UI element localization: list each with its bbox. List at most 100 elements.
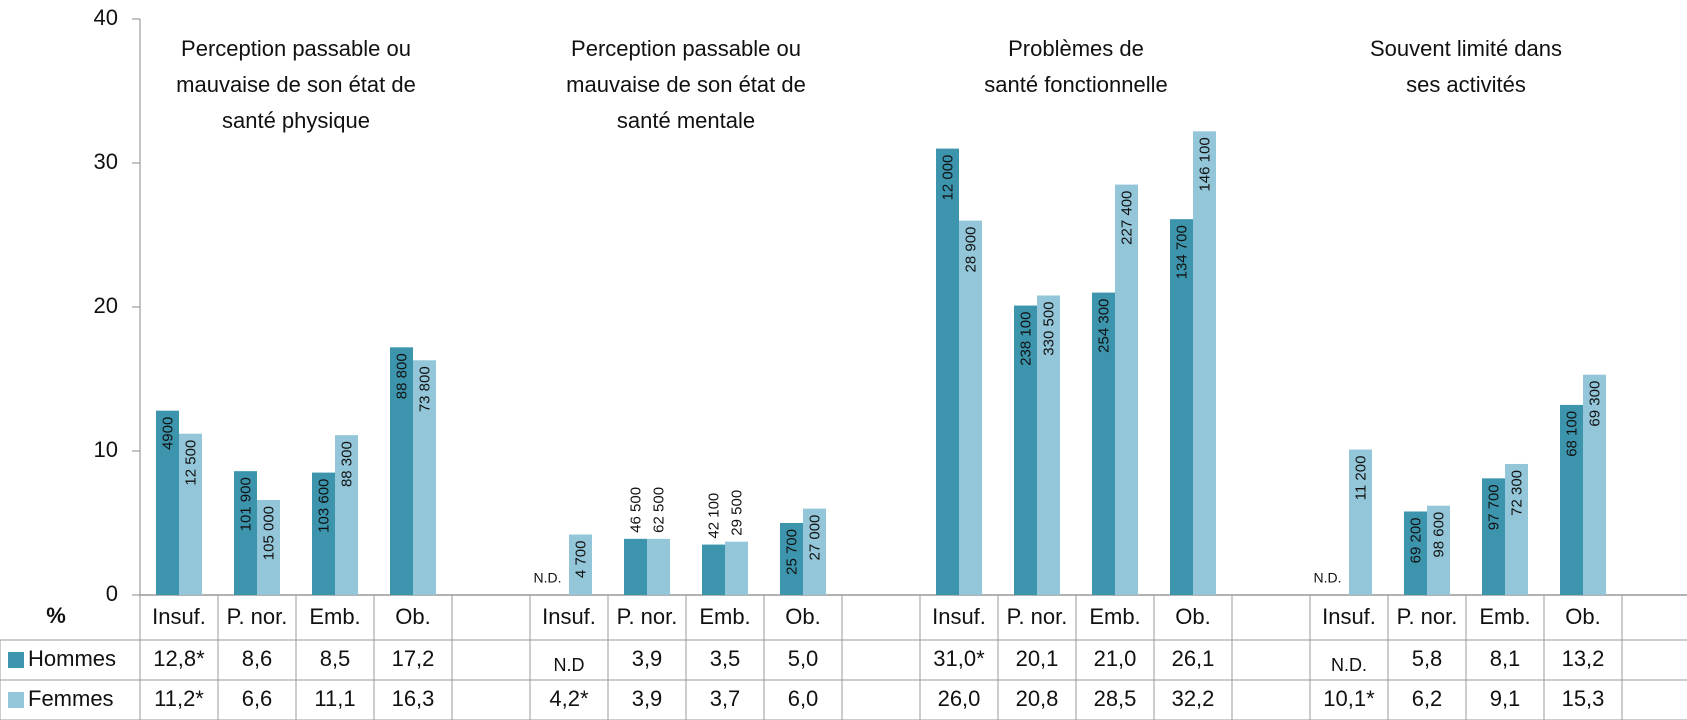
x-tick-label: Emb. bbox=[1089, 604, 1140, 629]
x-tick-label: Insuf. bbox=[152, 604, 206, 629]
y-tick-label: 10 bbox=[94, 437, 118, 462]
bar bbox=[569, 534, 592, 595]
bar bbox=[257, 499, 280, 595]
bar bbox=[1560, 404, 1583, 595]
bar bbox=[179, 433, 202, 595]
x-tick-label: Insuf. bbox=[542, 604, 596, 629]
table-value: 10,1* bbox=[1323, 686, 1375, 711]
bar bbox=[1115, 184, 1138, 595]
bar-label: N.D. bbox=[534, 570, 562, 586]
bar-label: 97 700 bbox=[1485, 484, 1502, 530]
bar bbox=[390, 347, 413, 595]
table-value: 3,9 bbox=[632, 686, 663, 711]
table-value: 17,2 bbox=[392, 646, 435, 671]
bar bbox=[936, 148, 959, 595]
table-value: 20,8 bbox=[1016, 686, 1059, 711]
group-title: santé mentale bbox=[617, 108, 755, 133]
bar-label: 4900 bbox=[159, 417, 176, 450]
table-value: 28,5 bbox=[1094, 686, 1137, 711]
bar bbox=[312, 472, 335, 595]
group-title: Perception passable ou bbox=[181, 36, 411, 61]
bar bbox=[1583, 374, 1606, 595]
bar-label: 42 100 bbox=[705, 493, 722, 539]
group-title: mauvaise de son état de bbox=[566, 72, 806, 97]
table-value: 5,8 bbox=[1412, 646, 1443, 671]
bar-label: 46 500 bbox=[627, 487, 644, 533]
bar-label: 69 200 bbox=[1407, 517, 1424, 563]
bar-label: 88 300 bbox=[338, 441, 355, 487]
bar bbox=[413, 360, 436, 595]
group-title: santé fonctionnelle bbox=[984, 72, 1167, 97]
bar-label: 62 500 bbox=[650, 487, 667, 533]
bar bbox=[1037, 295, 1060, 595]
table-value: 8,1 bbox=[1490, 646, 1521, 671]
x-tick-label: P. nor. bbox=[1397, 604, 1458, 629]
x-tick-label: Emb. bbox=[1479, 604, 1530, 629]
bar-label: 29 500 bbox=[728, 490, 745, 536]
bar bbox=[156, 410, 179, 595]
bar-label: 69 300 bbox=[1586, 381, 1603, 427]
x-tick-label: Ob. bbox=[395, 604, 430, 629]
table-value: 8,6 bbox=[242, 646, 273, 671]
y-tick-label: 40 bbox=[94, 5, 118, 30]
bar-label: 12 000 bbox=[939, 155, 956, 201]
table-value: 4,2* bbox=[549, 686, 589, 711]
bar-label: 101 900 bbox=[237, 477, 254, 531]
x-tick-label: Ob. bbox=[785, 604, 820, 629]
table-value: 9,1 bbox=[1490, 686, 1521, 711]
bar bbox=[1482, 478, 1505, 595]
bar-label: 4 700 bbox=[572, 541, 589, 579]
bar bbox=[1014, 305, 1037, 595]
bar-label: 68 100 bbox=[1563, 411, 1580, 457]
legend-swatch bbox=[8, 652, 24, 668]
y-tick-label: 30 bbox=[94, 149, 118, 174]
table-value: 15,3 bbox=[1562, 686, 1605, 711]
group-title: mauvaise de son état de bbox=[176, 72, 416, 97]
bar bbox=[624, 538, 647, 595]
group-title: ses activités bbox=[1406, 72, 1526, 97]
group-title: Souvent limité dans bbox=[1370, 36, 1562, 61]
x-tick-label: Ob. bbox=[1565, 604, 1600, 629]
x-tick-label: Insuf. bbox=[1322, 604, 1376, 629]
x-tick-label: Emb. bbox=[309, 604, 360, 629]
table-value: 11,2* bbox=[154, 686, 204, 711]
bar bbox=[1404, 511, 1427, 595]
table-value: 21,0 bbox=[1094, 646, 1137, 671]
bar-label: 98 600 bbox=[1430, 512, 1447, 558]
bar-label: 238 100 bbox=[1017, 312, 1034, 366]
x-tick-label: Insuf. bbox=[932, 604, 986, 629]
bar bbox=[335, 435, 358, 595]
bar bbox=[1505, 463, 1528, 595]
group-title: Perception passable ou bbox=[571, 36, 801, 61]
bar bbox=[702, 544, 725, 595]
table-value: 26,1 bbox=[1172, 646, 1215, 671]
table-value: 3,5 bbox=[710, 646, 741, 671]
bar-label: 227 400 bbox=[1118, 191, 1135, 245]
bar-label: 103 600 bbox=[315, 479, 332, 533]
table-value: 8,5 bbox=[320, 646, 351, 671]
table-value: 5,0 bbox=[788, 646, 819, 671]
table-value: 31,0* bbox=[933, 646, 985, 671]
bar-label: 146 100 bbox=[1196, 137, 1213, 191]
x-tick-label: Ob. bbox=[1175, 604, 1210, 629]
bar-label: 28 900 bbox=[962, 227, 979, 273]
bar bbox=[1092, 292, 1115, 595]
bar bbox=[959, 220, 982, 595]
table-value: 3,9 bbox=[632, 646, 663, 671]
table-value: N.D. bbox=[1331, 655, 1367, 675]
bar-label: 330 500 bbox=[1040, 301, 1057, 355]
x-tick-label: P. nor. bbox=[227, 604, 288, 629]
bar bbox=[647, 538, 670, 595]
table-value: 13,2 bbox=[1562, 646, 1605, 671]
table-value: N.D bbox=[554, 655, 585, 675]
bar-label: 134 700 bbox=[1173, 225, 1190, 279]
bar-label: 27 000 bbox=[806, 515, 823, 561]
bar-label: 73 800 bbox=[416, 366, 433, 412]
bar bbox=[803, 508, 826, 595]
bar-label: 254 300 bbox=[1095, 299, 1112, 353]
bar bbox=[1349, 449, 1372, 595]
bar bbox=[725, 541, 748, 595]
table-value: 11,1 bbox=[314, 686, 355, 711]
bar-label: 12 500 bbox=[182, 440, 199, 486]
